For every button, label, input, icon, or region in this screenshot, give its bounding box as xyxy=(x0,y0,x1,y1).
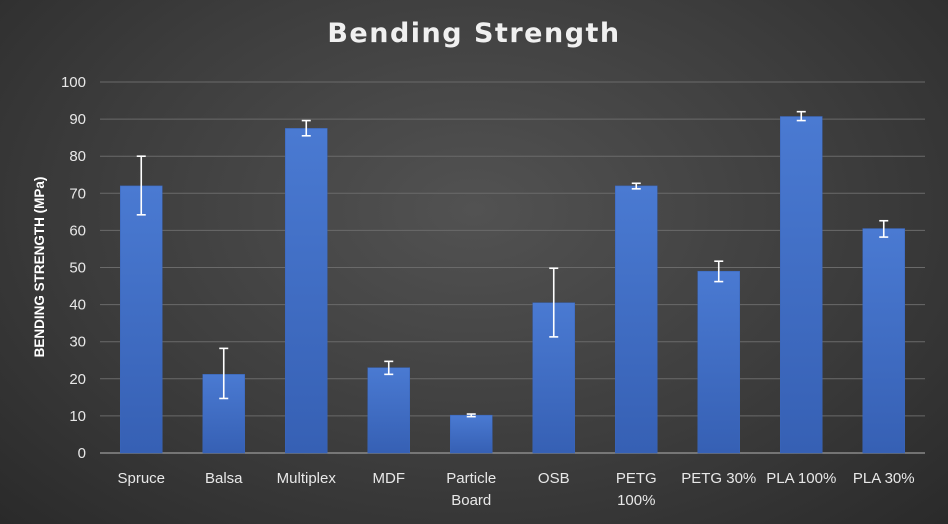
x-tick-label: PETG 30% xyxy=(681,470,756,487)
y-tick-label: 20 xyxy=(69,371,86,388)
x-tick-label: Particle Board xyxy=(446,470,496,509)
y-tick-label: 70 xyxy=(69,185,86,202)
y-tick-label: 0 xyxy=(78,445,86,462)
x-tick-label: OSB xyxy=(538,470,570,487)
x-tick-label: Multiplex xyxy=(277,470,337,487)
y-tick-label: 60 xyxy=(69,222,86,239)
bar xyxy=(697,270,740,454)
y-tick-label: 100 xyxy=(61,74,86,91)
bar xyxy=(120,185,163,454)
x-tick-label: PLA 30% xyxy=(853,470,915,487)
bar xyxy=(285,128,328,454)
bar xyxy=(780,116,823,454)
bar xyxy=(862,228,905,454)
y-tick-label: 50 xyxy=(69,260,86,277)
bar xyxy=(367,367,410,454)
bar xyxy=(615,185,658,454)
y-tick-label: 10 xyxy=(69,408,86,425)
x-tick-label: PETG 100% xyxy=(616,470,657,509)
x-tick-label: MDF xyxy=(373,470,406,487)
x-tick-label: PLA 100% xyxy=(766,470,836,487)
y-tick-label: 40 xyxy=(69,297,86,314)
chart-title: Bending Strength xyxy=(327,18,621,49)
y-axis-label: BENDING STRENGTH (MPa) xyxy=(32,177,47,358)
x-tick-label: Balsa xyxy=(205,470,243,487)
y-tick-label: 30 xyxy=(69,334,86,351)
y-tick-label: 80 xyxy=(69,148,86,165)
x-tick-label: Spruce xyxy=(117,470,165,487)
bar xyxy=(450,414,493,454)
y-tick-label: 90 xyxy=(69,111,86,128)
